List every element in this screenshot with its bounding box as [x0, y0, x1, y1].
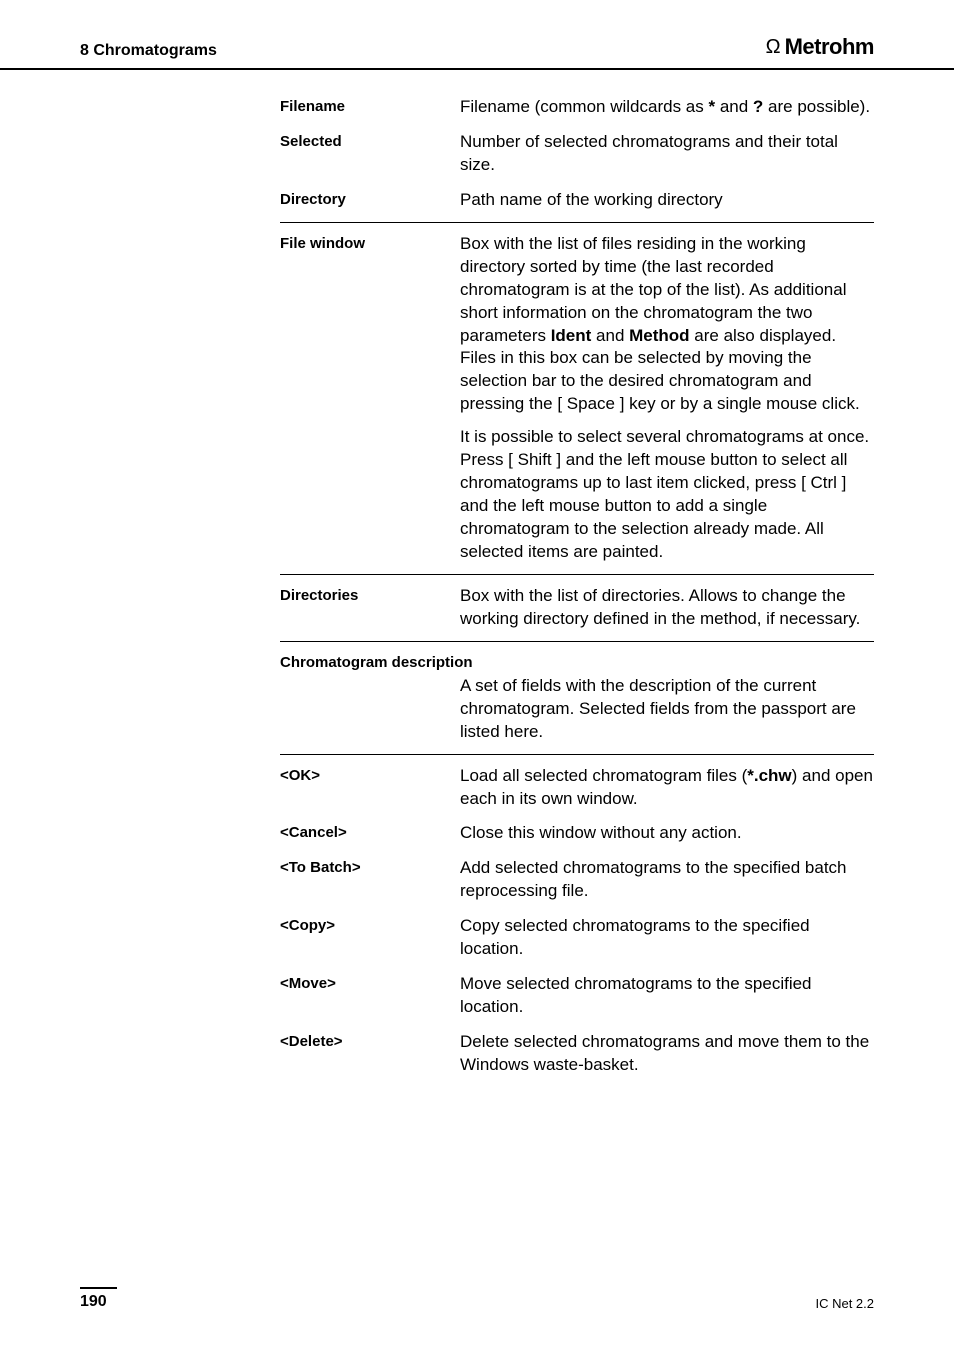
desc-cancel: Close this window without any action. — [460, 822, 874, 845]
row-copy: <Copy> Copy selected chromatograms to th… — [280, 909, 874, 967]
row-cancel: <Cancel> Close this window without any a… — [280, 816, 874, 851]
desc-ok: Load all selected chromatogram files (*.… — [460, 765, 874, 811]
desc-delete: Delete selected chromatograms and move t… — [460, 1031, 874, 1077]
page-header: 8 Chromatograms Ω Metrohm — [0, 0, 954, 70]
desc-filewindow: Box with the list of files residing in t… — [460, 233, 874, 564]
row-selected: Selected Number of selected chromatogram… — [280, 125, 874, 183]
bold-text: *.chw — [747, 766, 791, 785]
text: Filename (common wildcards as — [460, 97, 708, 116]
brand-text: Metrohm — [785, 34, 874, 60]
desc-directory: Path name of the working directory — [460, 189, 874, 212]
row-directories: Directories Box with the list of directo… — [280, 574, 874, 637]
row-move: <Move> Move selected chromatograms to th… — [280, 967, 874, 1025]
label-tobatch: <To Batch> — [280, 857, 460, 903]
omega-icon: Ω — [766, 36, 781, 59]
desc-directories: Box with the list of directories. Allows… — [460, 585, 874, 631]
desc-chromdesc: A set of fields with the description of … — [280, 675, 874, 750]
label-directory: Directory — [280, 189, 460, 212]
page-footer: 190 IC Net 2.2 — [80, 1287, 874, 1311]
label-move: <Move> — [280, 973, 460, 1019]
text: are possible). — [763, 97, 870, 116]
bold-text: ? — [753, 97, 763, 116]
paragraph-1: Box with the list of files residing in t… — [460, 233, 874, 417]
page-number: 190 — [80, 1287, 117, 1311]
desc-selected: Number of selected chromatograms and the… — [460, 131, 874, 177]
row-directory: Directory Path name of the working direc… — [280, 183, 874, 218]
content-area: Filename Filename (common wildcards as *… — [0, 70, 954, 1083]
row-filename: Filename Filename (common wildcards as *… — [280, 90, 874, 125]
desc-tobatch: Add selected chromatograms to the specif… — [460, 857, 874, 903]
label-directories: Directories — [280, 585, 460, 631]
label-ok: <OK> — [280, 765, 460, 811]
row-ok: <OK> Load all selected chromatogram file… — [280, 754, 874, 817]
text: and — [591, 326, 629, 345]
row-delete: <Delete> Delete selected chromatograms a… — [280, 1025, 874, 1083]
desc-filename: Filename (common wildcards as * and ? ar… — [460, 96, 874, 119]
label-filewindow: File window — [280, 233, 460, 564]
row-filewindow: File window Box with the list of files r… — [280, 222, 874, 570]
desc-copy: Copy selected chromatograms to the speci… — [460, 915, 874, 961]
label-selected: Selected — [280, 131, 460, 177]
section-title: 8 Chromatograms — [80, 42, 217, 60]
bold-text: Ident — [551, 326, 592, 345]
label-chromdesc: Chromatogram description — [280, 652, 874, 671]
bold-text: Method — [629, 326, 689, 345]
brand-logo: Ω Metrohm — [766, 34, 874, 60]
paragraph-2: It is possible to select several chromat… — [460, 426, 874, 564]
product-name: IC Net 2.2 — [815, 1296, 874, 1311]
page-number-wrap: 190 — [80, 1287, 117, 1311]
text: Load all selected chromatogram files ( — [460, 766, 747, 785]
label-cancel: <Cancel> — [280, 822, 460, 845]
row-tobatch: <To Batch> Add selected chromatograms to… — [280, 851, 874, 909]
label-delete: <Delete> — [280, 1031, 460, 1077]
label-copy: <Copy> — [280, 915, 460, 961]
text: and — [715, 97, 753, 116]
label-filename: Filename — [280, 96, 460, 119]
row-chromdesc-label: Chromatogram description — [280, 641, 874, 675]
desc-move: Move selected chromatograms to the speci… — [460, 973, 874, 1019]
